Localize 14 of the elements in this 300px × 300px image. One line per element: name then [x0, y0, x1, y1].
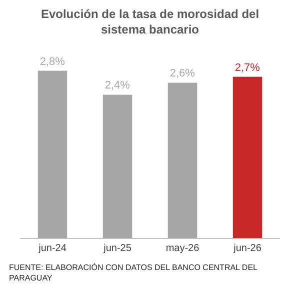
bar — [38, 70, 68, 238]
bar — [232, 76, 262, 238]
x-tick-label: may-26 — [166, 243, 200, 254]
chart-title: Evolución de la tasa de morosidad del sistema bancario — [40, 7, 260, 37]
x-tick-label: jun-26 — [232, 243, 262, 254]
data-label: 2,8% — [40, 56, 66, 68]
bar — [168, 82, 198, 238]
data-label: 2,7% — [234, 62, 260, 74]
x-tick-label: jun-24 — [38, 243, 67, 254]
data-label: 2,4% — [104, 80, 130, 92]
source-note: FUENTE: ELABORACIÓN CON DATOS DEL BANCO CENTRAL DEL PARAGUAY — [9, 263, 258, 282]
x-tick-label: jun-25 — [102, 243, 132, 254]
data-label: 2,6% — [170, 68, 196, 80]
bar — [102, 94, 132, 238]
